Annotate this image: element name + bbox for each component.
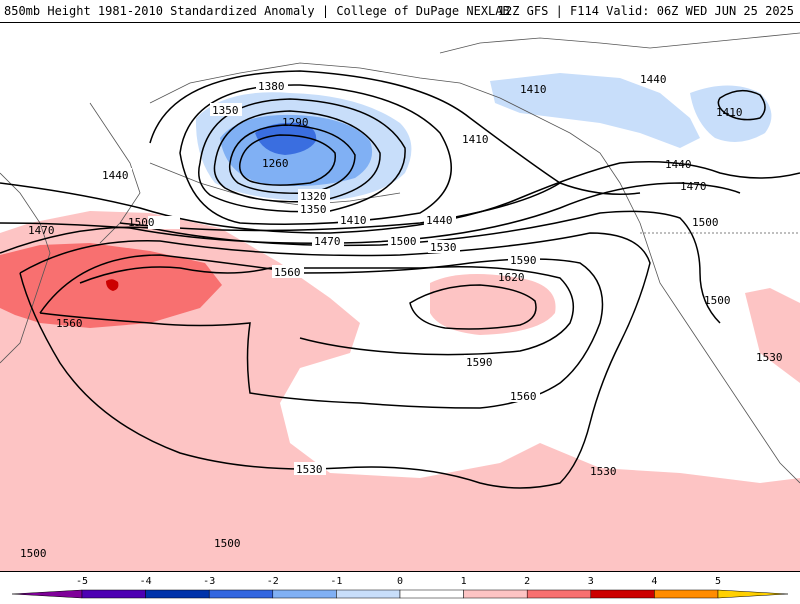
contour-label-1500-west: 1500	[128, 216, 155, 229]
contour-label-1440: 1440	[426, 214, 453, 227]
contour-label-1500-us-north: 1500	[692, 216, 719, 229]
contour-label-1470: 1470	[314, 235, 341, 248]
contour-1260	[238, 134, 337, 186]
map-title: 850mb Height 1981-2010 Standardized Anom…	[4, 4, 510, 18]
coastline-west-coast	[639, 222, 800, 484]
colorbar-tick-label: 2	[524, 576, 530, 587]
contour-1500	[0, 210, 721, 324]
contour-label-1590: 1590	[510, 254, 537, 267]
contour-label-1380: 1380	[258, 80, 285, 93]
contour-label-1530-east: 1530	[590, 465, 617, 478]
colorbar-segment	[399, 589, 464, 599]
contour-1440	[0, 161, 800, 234]
positive-anomaly-shading	[0, 211, 800, 571]
colorbar-svg: -5 -4 -3 -2 -1 0 1 2 3 4 5	[11, 576, 789, 599]
contour-1410-hudson	[717, 89, 766, 121]
contour-label-1590-south: 1590	[466, 356, 493, 369]
colorbar-segment	[81, 589, 146, 599]
contour-label-1530-us: 1530	[756, 351, 783, 364]
colorbar-segment	[463, 589, 528, 599]
coastline-asia	[0, 172, 51, 364]
contour-label-1260: 1260	[262, 157, 289, 170]
colorbar-tick-label: 1	[461, 576, 467, 587]
contour-label-1440-canada-south: 1440	[665, 158, 692, 171]
anomaly-area-darkred-spot	[106, 279, 119, 291]
contour-1350	[198, 98, 406, 213]
coastline-alaska	[149, 62, 641, 224]
contour-label-1350-south: 1350	[300, 203, 327, 216]
contour-label-1530-south: 1530	[296, 463, 323, 476]
model-run-label: 12Z GFS | F114 Valid: 06Z WED JUN 25 202…	[497, 4, 794, 18]
contour-label-1500: 1500	[390, 235, 417, 248]
colorbar-tick-label: -3	[203, 576, 215, 587]
contour-label-1620: 1620	[498, 271, 525, 284]
anomaly-colorbar: -5 -4 -3 -2 -1 0 1 2 3 4 5	[0, 572, 800, 600]
anomaly-area-pink-east-coast	[745, 288, 800, 383]
contour-label-1410-hudson: 1410	[716, 106, 743, 119]
colorbar-segment	[654, 589, 719, 599]
map-panel: 1380 1350 1290 1260 1320 1350 1410 1440 …	[0, 22, 800, 572]
anomaly-area-pink-east	[430, 274, 556, 335]
anomaly-area-lightblue-canada	[490, 73, 700, 148]
map-header: 850mb Height 1981-2010 Standardized Anom…	[0, 0, 800, 22]
anomaly-area-lightblue-hudson	[690, 85, 772, 142]
map-canvas: 1380 1350 1290 1260 1320 1350 1410 1440 …	[0, 32, 800, 571]
colorbar-tick-label: -1	[330, 576, 342, 587]
colorbar-segment	[526, 589, 592, 599]
contour-label-1440-canada: 1440	[640, 73, 667, 86]
contour-label-1500-sw: 1500	[20, 547, 47, 560]
colorbar-tick-label: 3	[588, 576, 594, 587]
colorbar-segment	[717, 589, 789, 599]
contour-label-1500-us: 1500	[704, 294, 731, 307]
contour-label-1500-south: 1500	[214, 537, 241, 550]
colorbar-segment	[336, 589, 401, 599]
coastline-canada-arctic	[439, 32, 800, 54]
contour-label-1320: 1320	[300, 190, 327, 203]
contour-label-1350-north: 1350	[212, 104, 239, 117]
contour-labels: 1380 1350 1290 1260 1320 1350 1410 1440 …	[20, 73, 783, 560]
coastline-kamchatka	[89, 102, 141, 244]
colorbar-segment	[590, 589, 655, 599]
contour-label-1290: 1290	[282, 116, 309, 129]
colorbar-tick-label: 4	[651, 576, 657, 587]
contour-label-1440-west: 1440	[102, 169, 129, 182]
contour-1590	[79, 266, 575, 356]
negative-anomaly-shading	[195, 73, 772, 201]
contour-label-1410: 1410	[340, 214, 367, 227]
contour-label-1410-canada: 1410	[520, 83, 547, 96]
colorbar-segment	[145, 589, 210, 599]
contour-label-1530: 1530	[430, 241, 457, 254]
contour-label-1560-west: 1560	[56, 317, 83, 330]
contour-label-1470-west: 1470	[28, 224, 55, 237]
contour-1410	[119, 70, 641, 232]
contour-1620	[409, 284, 537, 330]
contour-1530	[19, 232, 651, 489]
colorbar-tick-label: -2	[267, 576, 279, 587]
colorbar-segment	[11, 589, 83, 599]
contour-1320	[213, 110, 381, 203]
contour-1290	[228, 124, 356, 195]
colorbar-tick-label: -4	[140, 576, 152, 587]
contour-label-1560-south: 1560	[510, 390, 537, 403]
colorbar-segment	[208, 589, 274, 599]
contour-label-1470-canada: 1470	[680, 180, 707, 193]
colorbar-tick-label: 0	[397, 576, 403, 587]
contour-label-1560: 1560	[274, 266, 301, 279]
contour-label-1410-alaska: 1410	[462, 133, 489, 146]
anomaly-area-darkblue-gulf	[255, 122, 317, 155]
colorbar-segment	[272, 589, 337, 599]
colorbar-tick-label: 5	[715, 576, 721, 587]
colorbar-tick-label: -5	[76, 576, 88, 587]
